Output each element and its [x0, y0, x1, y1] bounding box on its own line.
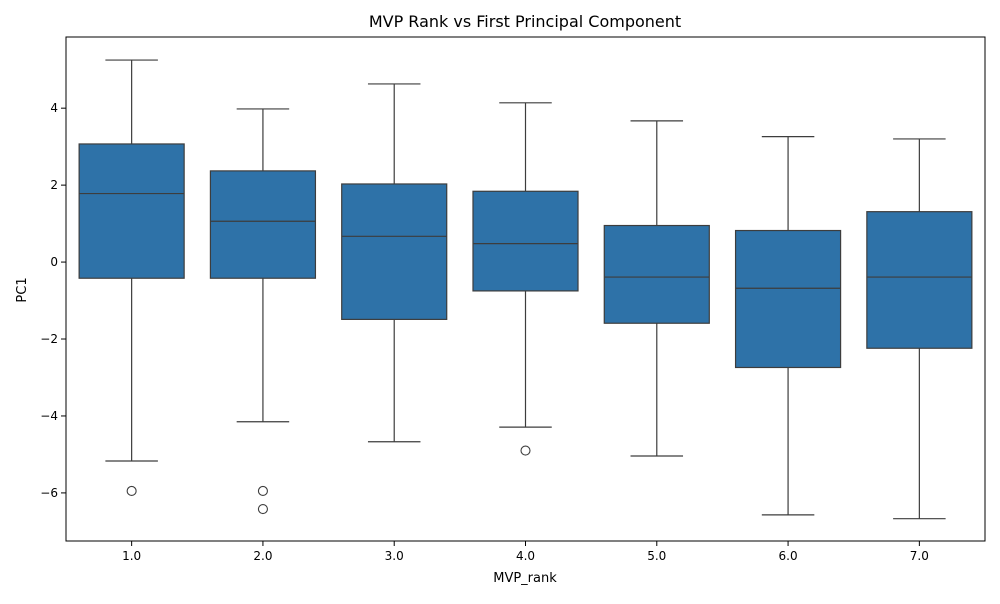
- y-tick-label: −6: [40, 486, 58, 500]
- x-tick-label: 4.0: [516, 549, 535, 563]
- box-iqr: [341, 183, 448, 320]
- y-tick-label: −4: [40, 409, 58, 423]
- y-tick-label: 4: [50, 101, 58, 115]
- outlier-point: [257, 504, 268, 515]
- chart-title: MVP Rank vs First Principal Component: [369, 12, 681, 31]
- x-tick-label: 5.0: [647, 549, 666, 563]
- x-tick-label: 1.0: [122, 549, 141, 563]
- outlier-point: [257, 485, 268, 497]
- x-tick-label: 7.0: [910, 549, 929, 563]
- box-iqr: [866, 211, 973, 349]
- x-axis-label: MVP_rank: [493, 571, 557, 586]
- box-iqr: [472, 190, 579, 292]
- x-tick-label: 2.0: [253, 549, 272, 563]
- y-tick-label: 0: [50, 255, 58, 269]
- outlier-point: [520, 445, 531, 456]
- x-tick-label: 6.0: [779, 549, 798, 563]
- outlier-point: [126, 485, 137, 497]
- y-tick-label: −2: [40, 332, 58, 346]
- box-iqr: [209, 170, 317, 279]
- box-iqr: [603, 224, 710, 324]
- box-iqr: [734, 229, 842, 369]
- x-tick-label: 3.0: [385, 549, 404, 563]
- box-iqr: [78, 143, 185, 279]
- y-tick-label: 2: [50, 178, 58, 192]
- y-axis-label: PC1: [15, 277, 30, 302]
